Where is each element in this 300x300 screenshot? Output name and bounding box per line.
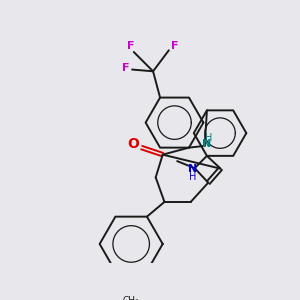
Text: N: N bbox=[202, 139, 211, 149]
Text: H: H bbox=[206, 133, 213, 143]
Text: O: O bbox=[127, 137, 139, 151]
Text: F: F bbox=[122, 63, 130, 73]
Text: CH₃: CH₃ bbox=[123, 296, 140, 300]
Text: N: N bbox=[188, 164, 197, 174]
Text: F: F bbox=[128, 41, 135, 51]
Text: F: F bbox=[171, 41, 179, 51]
Text: H: H bbox=[189, 172, 197, 182]
